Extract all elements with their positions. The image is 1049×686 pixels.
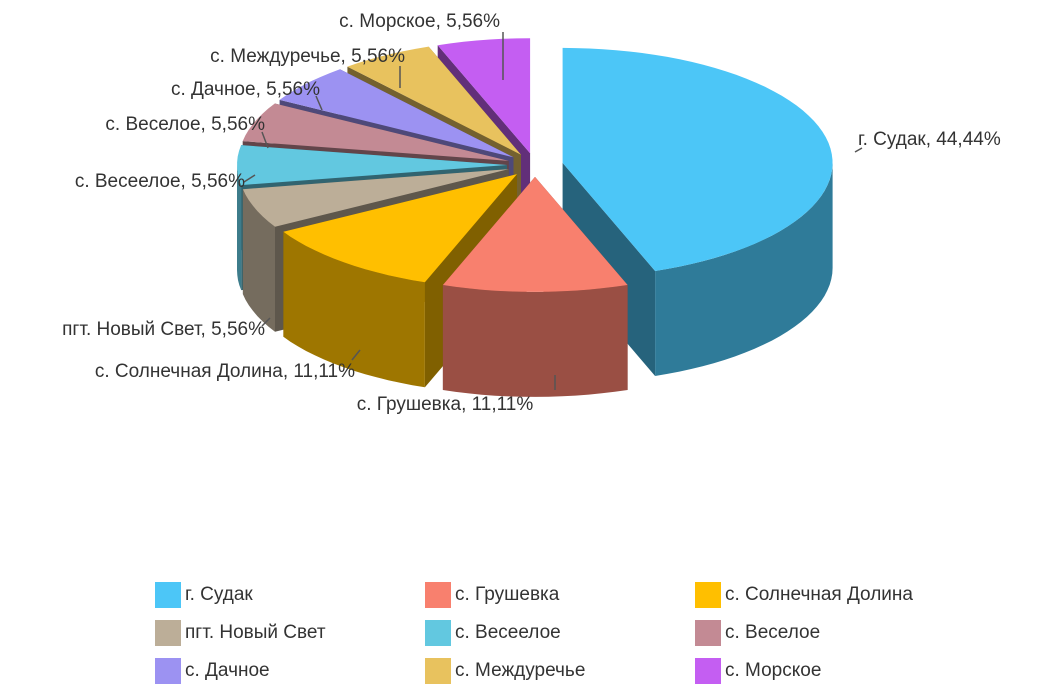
leader-line	[351, 349, 361, 361]
slice-top	[279, 69, 514, 158]
data-label: пгт. Новый Свет, 5,56%	[62, 319, 265, 340]
legend-label: с. Грушевка	[455, 584, 560, 605]
slice-wall	[442, 285, 628, 397]
legend-swatch	[695, 620, 721, 646]
leader-line	[854, 147, 863, 153]
leader-line	[261, 317, 271, 327]
slice-top	[442, 176, 628, 292]
legend-label: с. Дачное	[185, 660, 270, 681]
legend-label: с. Междуречье	[455, 660, 585, 681]
legend-label: с. Морское	[725, 660, 821, 681]
slice-wall	[242, 189, 275, 332]
legend-swatch	[425, 658, 451, 684]
legend-swatch	[155, 658, 181, 684]
slice-top	[437, 38, 531, 154]
legend-label: пгт. Новый Свет	[185, 622, 326, 643]
legend-swatch	[425, 582, 451, 608]
data-label: с. Морское, 5,56%	[339, 11, 500, 32]
legend-label: г. Судак	[185, 584, 253, 605]
data-label: с. Солнечная Долина, 11,11%	[95, 361, 355, 382]
data-label: с. Дачное, 5,56%	[171, 79, 320, 100]
slice-top	[347, 46, 521, 155]
legend-swatch	[695, 582, 721, 608]
data-label: с. Грушевка, 11,11%	[357, 394, 534, 415]
legend-swatch	[155, 620, 181, 646]
data-label: с. Весеелое, 5,56%	[75, 171, 245, 192]
legend-label: с. Веселое	[725, 622, 820, 643]
slice	[442, 176, 628, 397]
leader-line	[315, 95, 323, 111]
slice-top	[242, 103, 509, 161]
data-label: с. Междуречье, 5,56%	[210, 46, 405, 67]
slice-top	[237, 145, 507, 186]
slice-top	[562, 47, 833, 272]
slice-top	[283, 174, 517, 283]
slice-top	[242, 169, 509, 227]
legend-label: с. Солнечная Долина	[725, 584, 913, 605]
data-label: с. Веселое, 5,56%	[105, 114, 265, 135]
legend-label: с. Весеелое	[455, 622, 561, 643]
leader-line	[243, 174, 256, 183]
legend-swatch	[155, 582, 181, 608]
slice	[562, 47, 833, 376]
slice-wall	[283, 231, 425, 388]
leader-line	[261, 131, 269, 149]
data-label: г. Судак, 44,44%	[858, 129, 1001, 150]
legend-swatch	[425, 620, 451, 646]
slice-wall	[237, 165, 242, 291]
slice-wall	[655, 162, 833, 376]
legend-swatch	[695, 658, 721, 684]
